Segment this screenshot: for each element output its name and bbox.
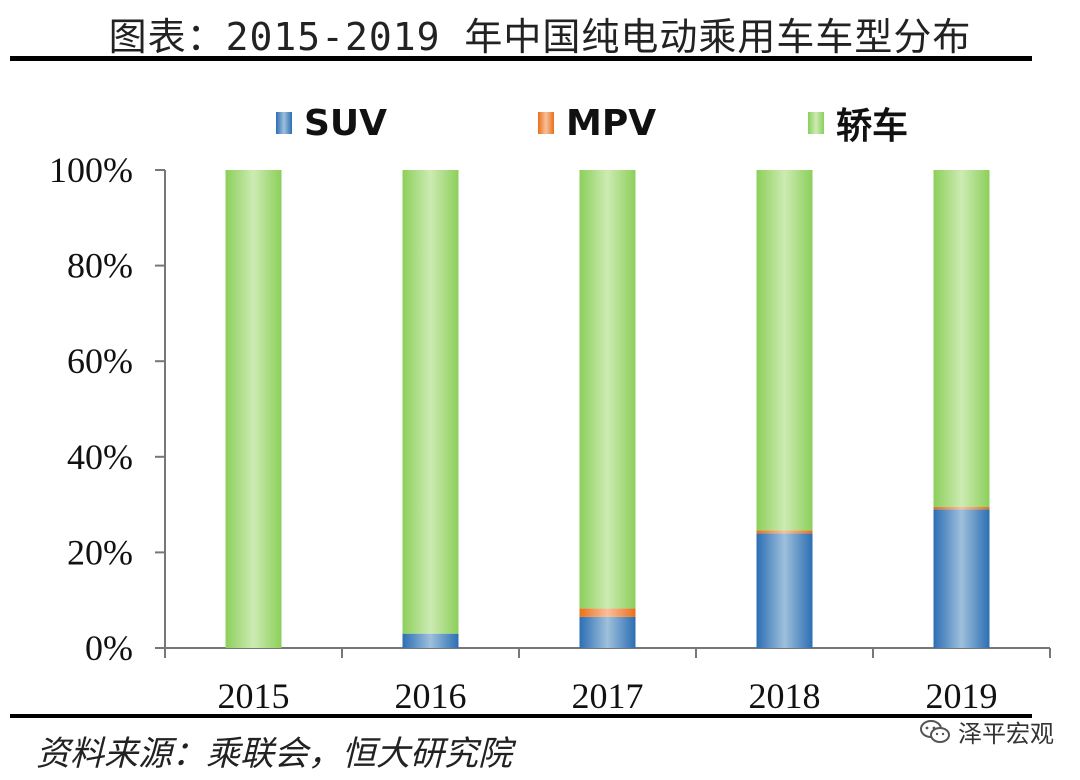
legend-item-mpv: MPV	[538, 100, 656, 146]
legend: SUV MPV 轿车	[0, 100, 1080, 147]
watermark: 泽平宏观	[920, 714, 1054, 749]
bar-轿车-2017	[579, 170, 636, 609]
bar-轿车-2015	[225, 170, 282, 648]
legend-swatch-suv	[276, 112, 292, 134]
legend-label-sedan: 轿车	[836, 106, 909, 147]
source-note: 资料来源：乘联会，恒大研究院	[36, 734, 512, 774]
watermark-text: 泽平宏观	[958, 720, 1054, 748]
y-tick-label: 40%	[67, 437, 133, 477]
bar-SUV-2017	[579, 616, 636, 648]
legend-label-suv: SUV	[304, 102, 388, 144]
bar-SUV-2019	[933, 509, 990, 648]
y-tick-label: 20%	[67, 532, 133, 572]
x-tick-label: 2015	[218, 676, 290, 716]
wechat-icon	[920, 719, 950, 743]
bar-MPV-2018	[756, 530, 813, 534]
x-tick-label: 2016	[395, 676, 467, 716]
bar-MPV-2019	[933, 506, 990, 510]
bar-轿车-2016	[402, 170, 459, 634]
bar-MPV-2017	[579, 608, 636, 617]
bars	[225, 170, 990, 648]
y-tick-label: 60%	[67, 341, 133, 381]
bar-SUV-2016	[402, 633, 459, 648]
y-tick-label: 100%	[49, 150, 133, 190]
legend-swatch-mpv	[538, 112, 554, 134]
x-tick-label: 2018	[749, 676, 821, 716]
x-tick-label: 2019	[926, 676, 998, 716]
y-tick-label: 80%	[67, 246, 133, 286]
bar-SUV-2018	[756, 533, 813, 648]
bottom-rule	[10, 714, 1032, 718]
y-tick-label: 0%	[85, 628, 133, 668]
bar-轿车-2019	[933, 170, 990, 507]
legend-label-mpv: MPV	[566, 102, 657, 144]
top-rule	[10, 56, 1032, 61]
legend-item-suv: SUV	[276, 100, 387, 146]
bar-轿车-2018	[756, 170, 813, 531]
chart-title: 图表：2015-2019 年中国纯电动乘用车车型分布	[108, 15, 972, 59]
legend-swatch-sedan	[808, 112, 824, 134]
legend-item-sedan: 轿车	[808, 100, 909, 147]
tick-labels: 0% 20% 40% 60% 80% 100% 2015 2016 2017 2018 2019	[49, 150, 998, 716]
x-tick-label: 2017	[572, 676, 644, 716]
